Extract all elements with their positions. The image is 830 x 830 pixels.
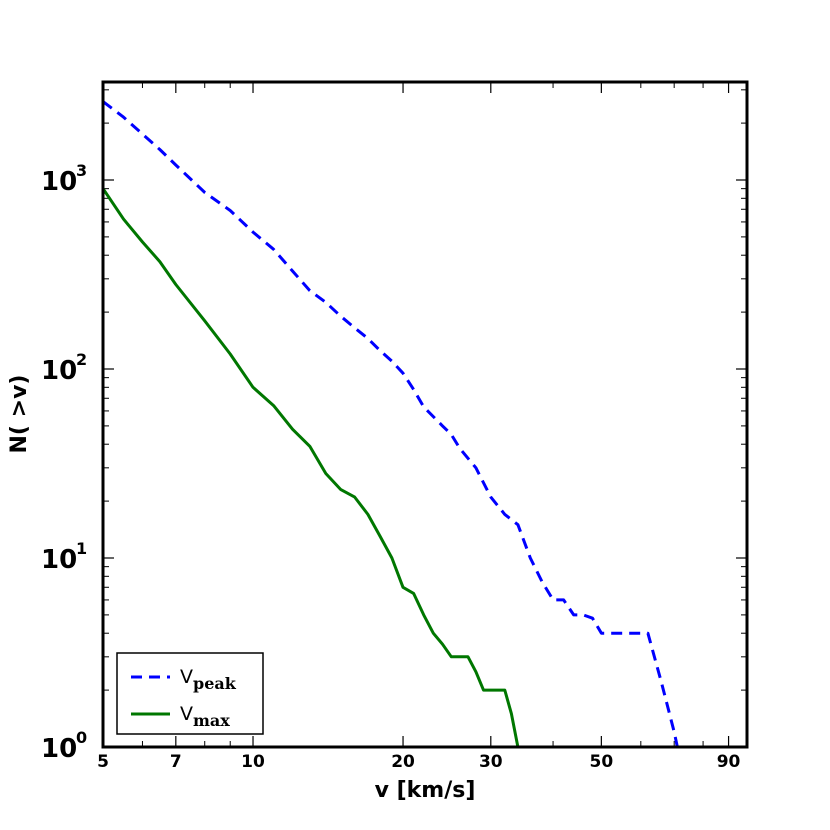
x-axis-title: v [km/s] — [375, 778, 476, 803]
series-line-max — [103, 187, 520, 747]
y-tick-label-exponent: 3 — [76, 161, 87, 180]
x-tick-label: 5 — [97, 752, 109, 772]
y-tick-label-base: 10 — [41, 734, 77, 764]
x-tick-label: 90 — [717, 752, 741, 772]
y-tick-label-exponent: 1 — [76, 539, 87, 558]
x-tick-label: 30 — [479, 752, 503, 772]
y-tick-label-exponent: 0 — [76, 728, 87, 747]
y-tick-label-base: 10 — [41, 167, 77, 197]
legend-box — [116, 652, 264, 735]
y-tick-label: 100 — [41, 728, 87, 764]
y-tick-label-exponent: 2 — [76, 350, 87, 369]
x-tick-labels: 5 7 10 20 30 50 90 — [97, 752, 740, 772]
x-tick-label: 10 — [241, 752, 265, 772]
y-tick-label: 102 — [41, 350, 87, 386]
series-line-peak — [103, 100, 679, 747]
plot-frame — [101, 80, 749, 749]
x-tick-label: 7 — [170, 752, 182, 772]
legend: Vpeak Vmax — [116, 652, 264, 735]
y-tick-label: 101 — [41, 539, 87, 575]
y-tick-label-base: 10 — [41, 545, 77, 575]
y-tick-label-base: 10 — [41, 356, 77, 386]
legend-label-peak: Vpeak — [180, 666, 237, 693]
y-axis-title: N( >v) — [7, 375, 32, 454]
legend-label-max: Vmax — [180, 703, 230, 730]
y-tick-label: 103 — [41, 161, 87, 197]
series-layer — [103, 100, 679, 747]
x-tick-label: 50 — [590, 752, 614, 772]
x-tick-label: 20 — [391, 752, 415, 772]
